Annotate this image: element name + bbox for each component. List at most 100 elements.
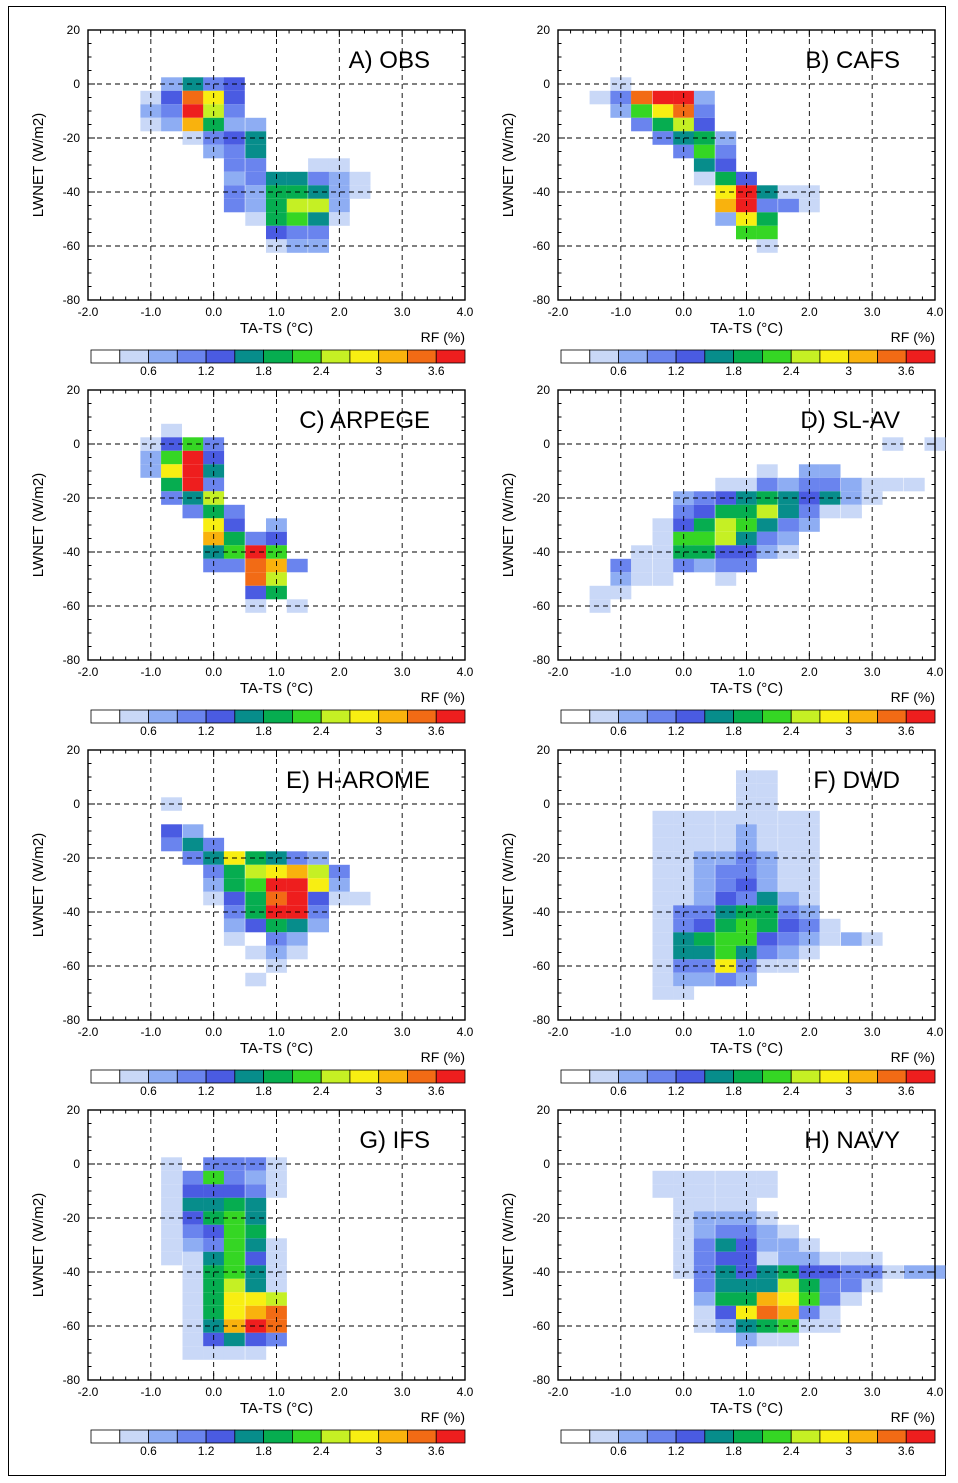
heatmap-cell [308,185,329,199]
heatmap-cell [693,1278,715,1293]
heatmap-cell [182,1346,204,1360]
colorbar-swatch [646,1429,677,1444]
colorbar-label: 2.4 [313,1084,330,1098]
heatmap-cell [161,104,182,118]
heatmap-cell [652,891,674,906]
heatmap-cell [182,824,204,838]
y-axis-label: LWNET (W/m2) [500,1193,517,1297]
heatmap-cell [245,972,267,987]
panel-title: B) CAFS [805,47,900,74]
x-tick-label: 2.0 [331,1385,348,1399]
x-tick-label: 4.0 [927,665,944,679]
heatmap-cell [756,1224,778,1239]
colorbar-swatch [320,1069,351,1084]
heatmap-cell [223,1278,245,1293]
heatmap-cell [245,1346,267,1360]
heatmap-cell [841,1251,862,1266]
x-tick-label: 0.0 [205,1025,222,1039]
heatmap-cell [819,1278,841,1293]
y-tick-label: -80 [533,1013,551,1027]
heatmap-cell [693,837,715,852]
y-tick-label: -80 [63,1013,81,1027]
heatmap-cell [693,864,715,879]
figure-frame [8,6,946,1476]
y-tick-label: -60 [63,239,81,253]
heatmap-cell [756,531,778,546]
heatmap-cell [715,504,737,519]
heatmap-cell [652,90,674,105]
panel-title: F) DWD [813,767,900,794]
heatmap-cell [819,1251,841,1266]
heatmap-cell [778,477,799,492]
colorbar-swatch [148,709,178,724]
heatmap-cell [245,1211,267,1225]
heatmap-cell [778,1305,799,1320]
colorbar-swatch [675,1429,706,1444]
y-axis-label: LWNET (W/m2) [500,473,517,577]
heatmap-cell [778,1319,799,1333]
panel-title: C) ARPEGE [299,407,430,434]
x-tick-label: 1.0 [268,1025,285,1039]
heatmap-cell [715,878,737,892]
heatmap-cell [693,972,715,987]
colorbar-swatch [848,349,878,364]
heatmap-cell [223,1170,245,1185]
heatmap-cell [223,864,245,879]
colorbar-swatch [560,709,591,724]
heatmap-cell [161,1197,182,1212]
heatmap-cell [756,824,778,838]
colorbar-swatch [90,349,121,364]
heatmap-cell [841,1292,862,1306]
colorbar-swatch [263,1429,293,1444]
colorbar-label: 3 [375,724,382,738]
y-tick-label: -20 [63,131,81,145]
heatmap-cell [286,945,308,960]
heatmap-cell [819,477,841,492]
heatmap-cell [715,1224,737,1239]
colorbar-swatch [378,1069,408,1084]
heatmap-cell [652,905,674,919]
heatmap-cell [589,599,611,613]
heatmap-cell [715,1197,737,1212]
heatmap-cell [652,824,674,838]
y-tick-label: -40 [63,545,81,559]
colorbar-swatch [176,349,207,364]
heatmap-cell [182,117,204,132]
heatmap-cell [182,1292,204,1306]
y-axis-label: LWNET (W/m2) [30,833,47,937]
heatmap-cell [778,918,799,933]
colorbar-swatch [675,709,706,724]
heatmap-cell [652,1184,674,1198]
heatmap-cell [161,824,182,838]
colorbar-title: RF (%) [891,689,935,705]
y-axis-label: LWNET (W/m2) [500,833,517,937]
x-tick-label: 4.0 [457,305,474,319]
heatmap-cell [756,932,778,946]
colorbar-swatch [205,349,236,364]
heatmap-cell [778,1265,799,1279]
heatmap-cell [286,864,308,879]
x-tick-label: -1.0 [140,1025,161,1039]
colorbar-label: 0.6 [140,1084,157,1098]
panel-f-dwd: -2.0 -1.0 0.0 1.0 2.0 3.0 4.0 -80 -60 -40 -20 0 20 TA… [500,743,944,1098]
y-tick-label: -20 [63,851,81,865]
heatmap-cell [778,198,799,213]
heatmap-cell [693,918,715,933]
colorbar-label: 1.2 [198,364,215,378]
heatmap-cell [223,198,245,213]
heatmap-cell [778,851,799,865]
heatmap-cell [756,864,778,879]
colorbar-swatch [234,1429,265,1444]
heatmap-cell [245,1305,267,1320]
colorbar-label: 3 [375,1444,382,1458]
x-tick-label: -1.0 [140,305,161,319]
colorbar-swatch [675,1069,706,1084]
colorbar-swatch [704,349,734,364]
x-tick-label: 4.0 [927,305,944,319]
heatmap-cell [245,212,267,226]
heatmap-cell [841,504,862,519]
x-tick-label: 0.0 [205,305,222,319]
colorbar-swatch [291,709,322,724]
x-tick-label: 4.0 [457,1385,474,1399]
heatmap-cell [652,851,674,865]
